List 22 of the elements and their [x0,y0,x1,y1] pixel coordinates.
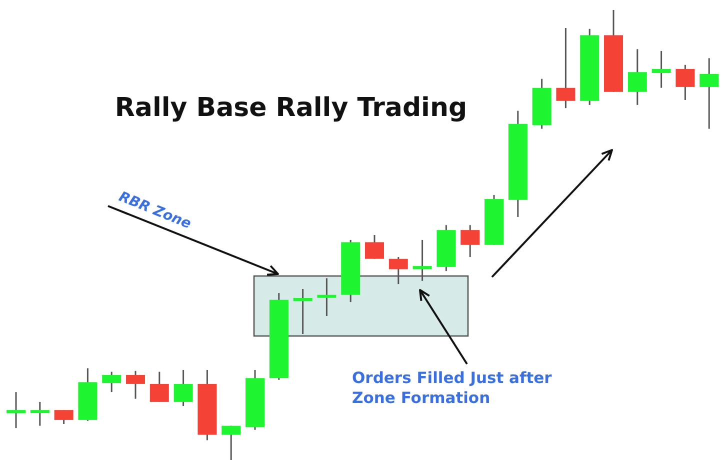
candlestick [676,64,695,101]
candlestick [460,224,480,258]
candlestick [556,27,576,109]
annotation: RBR Zone [116,188,194,232]
candlestick [54,409,74,425]
candlestick [30,401,50,427]
candlestick [293,288,312,335]
annotation: Orders Filled Just after Zone Formation [352,369,552,407]
candlestick [102,371,122,393]
candlestick [317,277,336,317]
candlestick [388,256,408,285]
candlestick [126,370,145,400]
candlestick [222,425,241,460]
candlestick [652,50,671,89]
candlestick [6,391,26,429]
candlestick [174,369,193,407]
text: Rally Base Rally Trading [114,93,468,123]
candlestick [365,234,384,260]
candlestick [628,48,647,106]
candlestick [150,371,169,403]
candlestick [412,239,432,282]
candlestick [700,57,719,130]
